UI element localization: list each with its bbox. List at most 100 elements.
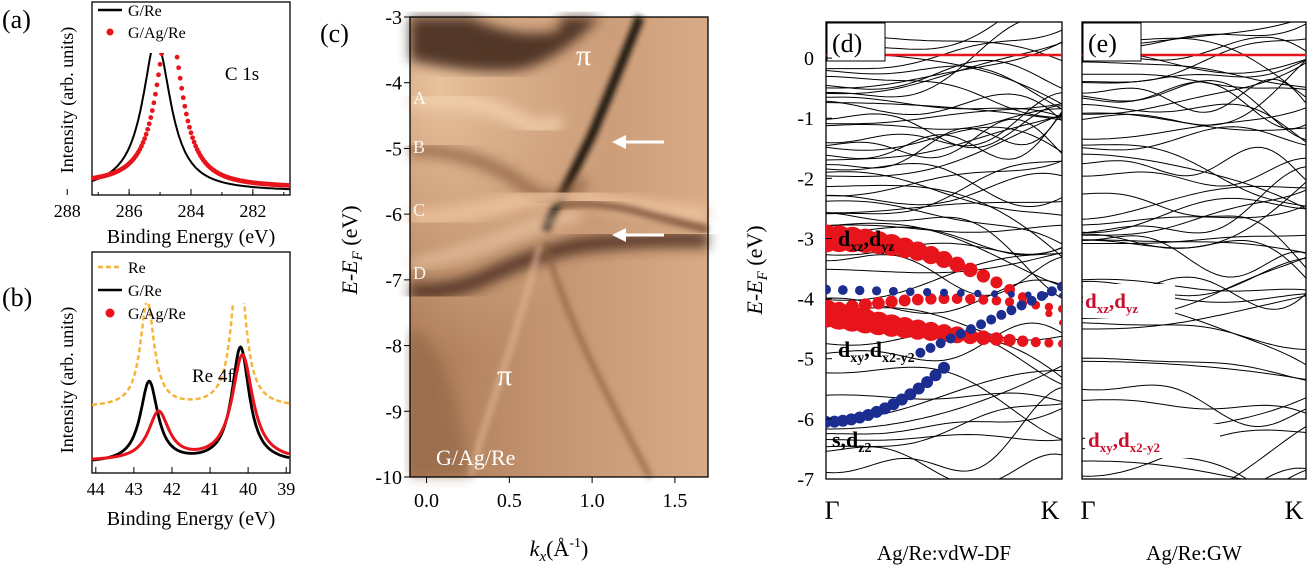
arpes-pi-top: π <box>576 39 591 72</box>
orbital-dot-red <box>832 301 846 316</box>
x-tick-label: 1.0 <box>580 490 605 512</box>
panel-e-method: Ag/Re:GW <box>1146 541 1242 565</box>
panel-d-ticks: 0 -1 -2 -3 -4 -5 -6 -7 Γ K <box>797 48 1059 525</box>
band-line <box>826 114 1062 161</box>
band-line <box>1082 59 1306 84</box>
panel-d-label: (d) <box>832 29 862 58</box>
x-tick-label-gamma: Γ <box>1080 496 1095 525</box>
panel-a: (a) 288 286 284 282 Binding Energy (eV) Int… <box>2 1 291 248</box>
band-line <box>826 113 1062 177</box>
data-point <box>182 103 188 109</box>
band-line <box>1082 166 1306 234</box>
orbital-dot-red <box>989 332 1004 346</box>
data-point <box>185 118 191 124</box>
band-line <box>826 201 1062 214</box>
panel-e-frame <box>1081 21 1307 480</box>
orbital-dot-red <box>962 262 978 278</box>
orbital-dot-blue <box>838 285 848 295</box>
panel-b-annotation: Re 4f <box>192 366 234 387</box>
band-line <box>826 162 1062 207</box>
orbital-dot-blue <box>945 333 956 344</box>
data-point <box>145 126 151 132</box>
panel-b-frame <box>91 251 291 474</box>
band-line <box>826 171 1062 216</box>
band-line <box>1082 460 1244 479</box>
panel-a-label: (a) <box>2 5 31 34</box>
x-tick-label: 44 <box>87 479 105 499</box>
x-tick-label: 1.5 <box>662 490 687 512</box>
data-point <box>148 115 154 120</box>
panel-b-label: (b) <box>2 283 32 312</box>
orbital-dot-red <box>935 251 953 269</box>
panel-b: (b) 44 43 42 41 40 39 Binding Energy (eV) Int… <box>2 251 295 530</box>
band-line <box>826 160 1062 197</box>
band-line <box>826 254 1062 296</box>
orbital-dot-blue <box>855 285 865 296</box>
arpes-pi-bottom: π <box>497 359 512 392</box>
orbital-dot-blue <box>1046 286 1057 297</box>
panel-c-ticks: -3 -4 -5 -6 -7 -8 -9 -10 0.0 0.5 1.0 1.5 <box>375 7 687 512</box>
band-line <box>826 386 1062 474</box>
panel-b-x-ticks: 44 43 42 41 40 39 <box>87 467 295 499</box>
band-line <box>1082 360 1306 380</box>
orbital-dot-blue <box>925 342 936 353</box>
x-tick-label: 288 <box>54 201 81 221</box>
orbital-dot-red <box>1045 309 1053 318</box>
orbital-dot-red <box>1044 302 1054 312</box>
band-line <box>826 184 1062 258</box>
band-line <box>1082 399 1306 414</box>
band-line <box>826 111 1062 169</box>
orbital-dot-blue <box>957 289 965 297</box>
orbital-dot-red <box>949 256 965 273</box>
orbital-dot-red <box>1058 304 1062 313</box>
orbital-dot-blue <box>1026 295 1037 306</box>
orbital-dot-red <box>1017 335 1029 347</box>
band-line <box>1082 384 1306 428</box>
panel-e-label: (e) <box>1088 29 1117 58</box>
data-point <box>156 72 161 78</box>
band-line <box>1082 62 1306 115</box>
legend-b-g-re: G/Re <box>128 283 162 300</box>
band-line <box>826 222 1062 287</box>
panel-b-y-axis-label: Intensity (arb. units) <box>57 307 78 453</box>
data-point <box>188 130 194 136</box>
orbital-dot-blue <box>889 286 898 296</box>
arpes-sample-label: G/Ag/Re <box>436 445 515 470</box>
band-line <box>1082 278 1306 292</box>
panel-e-bands <box>1082 22 1306 479</box>
panel-c-y-axis-label: E-EF (eV) <box>337 205 366 295</box>
band-line <box>826 59 1062 90</box>
orbital-dot-blue <box>923 288 932 297</box>
x-tick-label: 42 <box>163 479 181 499</box>
orbital-dot-blue <box>912 382 925 395</box>
data-point <box>143 131 149 137</box>
band-line <box>1082 73 1306 90</box>
panel-d: (d) 0 -1 -2 -3 -4 -5 -6 -7 Γ K E-EF (eV) Ag/Re:vd… <box>742 21 1063 565</box>
panel-d-method: Ag/Re:vdW-DF <box>877 541 1011 565</box>
orbital-dot-blue <box>929 369 942 382</box>
band-line <box>1082 322 1306 350</box>
x-tick-label-k: K <box>1285 496 1304 525</box>
data-point <box>191 139 197 145</box>
band-line <box>826 102 1062 121</box>
orbital-dot-blue <box>940 288 948 297</box>
y-tick-label: -9 <box>385 401 402 423</box>
orbital-dot-red <box>1044 338 1054 348</box>
orbital-dot-blue <box>955 328 966 339</box>
y-tick-label: -3 <box>385 7 402 29</box>
series-line <box>92 53 290 191</box>
data-point <box>157 61 163 67</box>
data-point <box>140 140 146 145</box>
arpes-label-d: D <box>413 263 426 283</box>
band-line <box>1082 144 1306 207</box>
orbital-dot-red <box>858 298 872 312</box>
orbital-dot-red <box>898 294 911 307</box>
x-tick-label: 0.5 <box>497 490 522 512</box>
band-line <box>1082 197 1306 234</box>
panel-a-y-axis-label: Intensity (arb. units) <box>57 27 78 173</box>
orbital-dot-blue <box>872 286 882 296</box>
x-tick-label: 43 <box>125 479 143 499</box>
orbital-dot-blue <box>986 314 997 325</box>
orbital-dot-red <box>991 295 1002 306</box>
arpes-label-b: B <box>413 137 425 157</box>
